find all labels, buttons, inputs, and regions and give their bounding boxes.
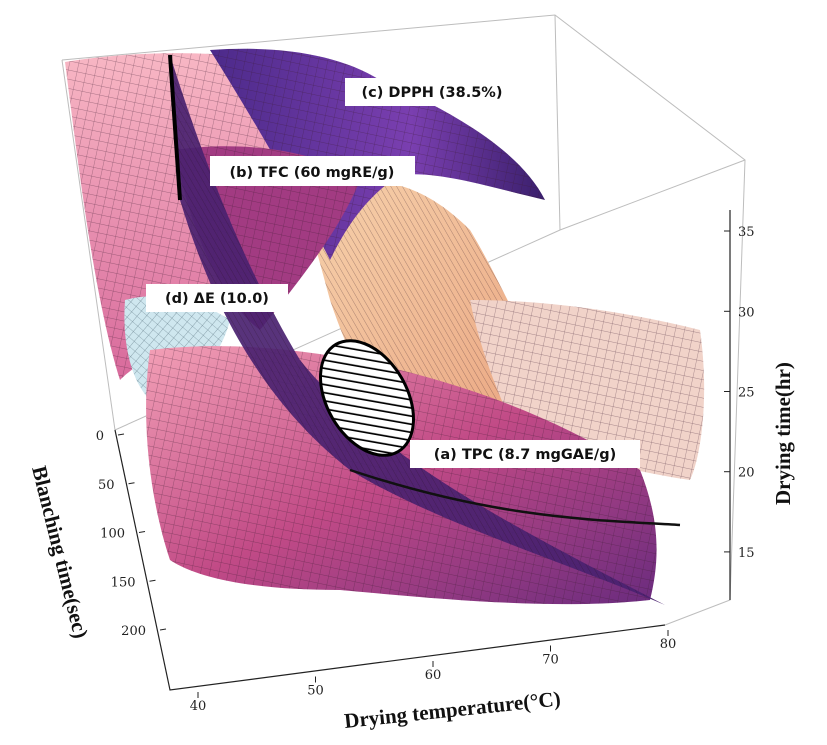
callout-d-text: (d) ΔE (10.0) — [165, 291, 269, 307]
y-tick-mark — [149, 579, 156, 582]
callout-a-text: (a) TPC (8.7 mgGAE/g) — [434, 447, 616, 463]
optimum-region — [319, 339, 415, 457]
x-tick-label: 80 — [660, 637, 677, 652]
callout-c-text: (c) DPPH (38.5%) — [362, 85, 503, 101]
callout-a: (a) TPC (8.7 mgGAE/g) — [410, 440, 640, 468]
y-tick-label: 50 — [98, 478, 115, 493]
callout-c: (c) DPPH (38.5%) — [345, 78, 519, 106]
front-axes — [114, 210, 731, 691]
y-tick-label: 200 — [121, 624, 146, 639]
y-tick-label: 100 — [100, 527, 125, 542]
y-axis-title: Blanching time(sec) — [27, 463, 93, 640]
z-tick-label: 15 — [738, 546, 755, 561]
y-tick-mark — [117, 433, 125, 436]
response-surfaces — [65, 48, 705, 605]
z-tick-label: 25 — [738, 386, 755, 401]
drying-time-ticks: 15 20 25 30 35 — [724, 225, 755, 561]
z-tick-label: 35 — [738, 225, 755, 240]
z-axis-title: Drying time(hr) — [771, 362, 795, 505]
x-tick-label: 40 — [190, 699, 207, 714]
z-tick-label: 30 — [738, 305, 755, 320]
callout-b-text: (b) TFC (60 mgRE/g) — [230, 165, 395, 181]
y-tick-label: 0 — [96, 429, 104, 444]
callout-d: (d) ΔE (10.0) — [146, 284, 288, 312]
z-tick-label: 20 — [738, 466, 755, 481]
temperature-ticks: 40 50 60 70 80 — [190, 630, 677, 714]
y-tick-mark — [128, 482, 135, 485]
callout-b: (b) TFC (60 mgRE/g) — [210, 156, 415, 186]
y-tick-label: 150 — [111, 575, 136, 590]
x-tick-label: 50 — [307, 684, 324, 699]
blanching-ticks: 0 50 100 150 200 — [96, 429, 167, 639]
x-tick-label: 60 — [425, 668, 442, 683]
x-axis-title: Drying temperature(°C) — [343, 686, 562, 733]
x-tick-label: 70 — [542, 653, 559, 668]
y-tick-mark — [138, 531, 146, 533]
y-tick-mark — [159, 628, 167, 631]
